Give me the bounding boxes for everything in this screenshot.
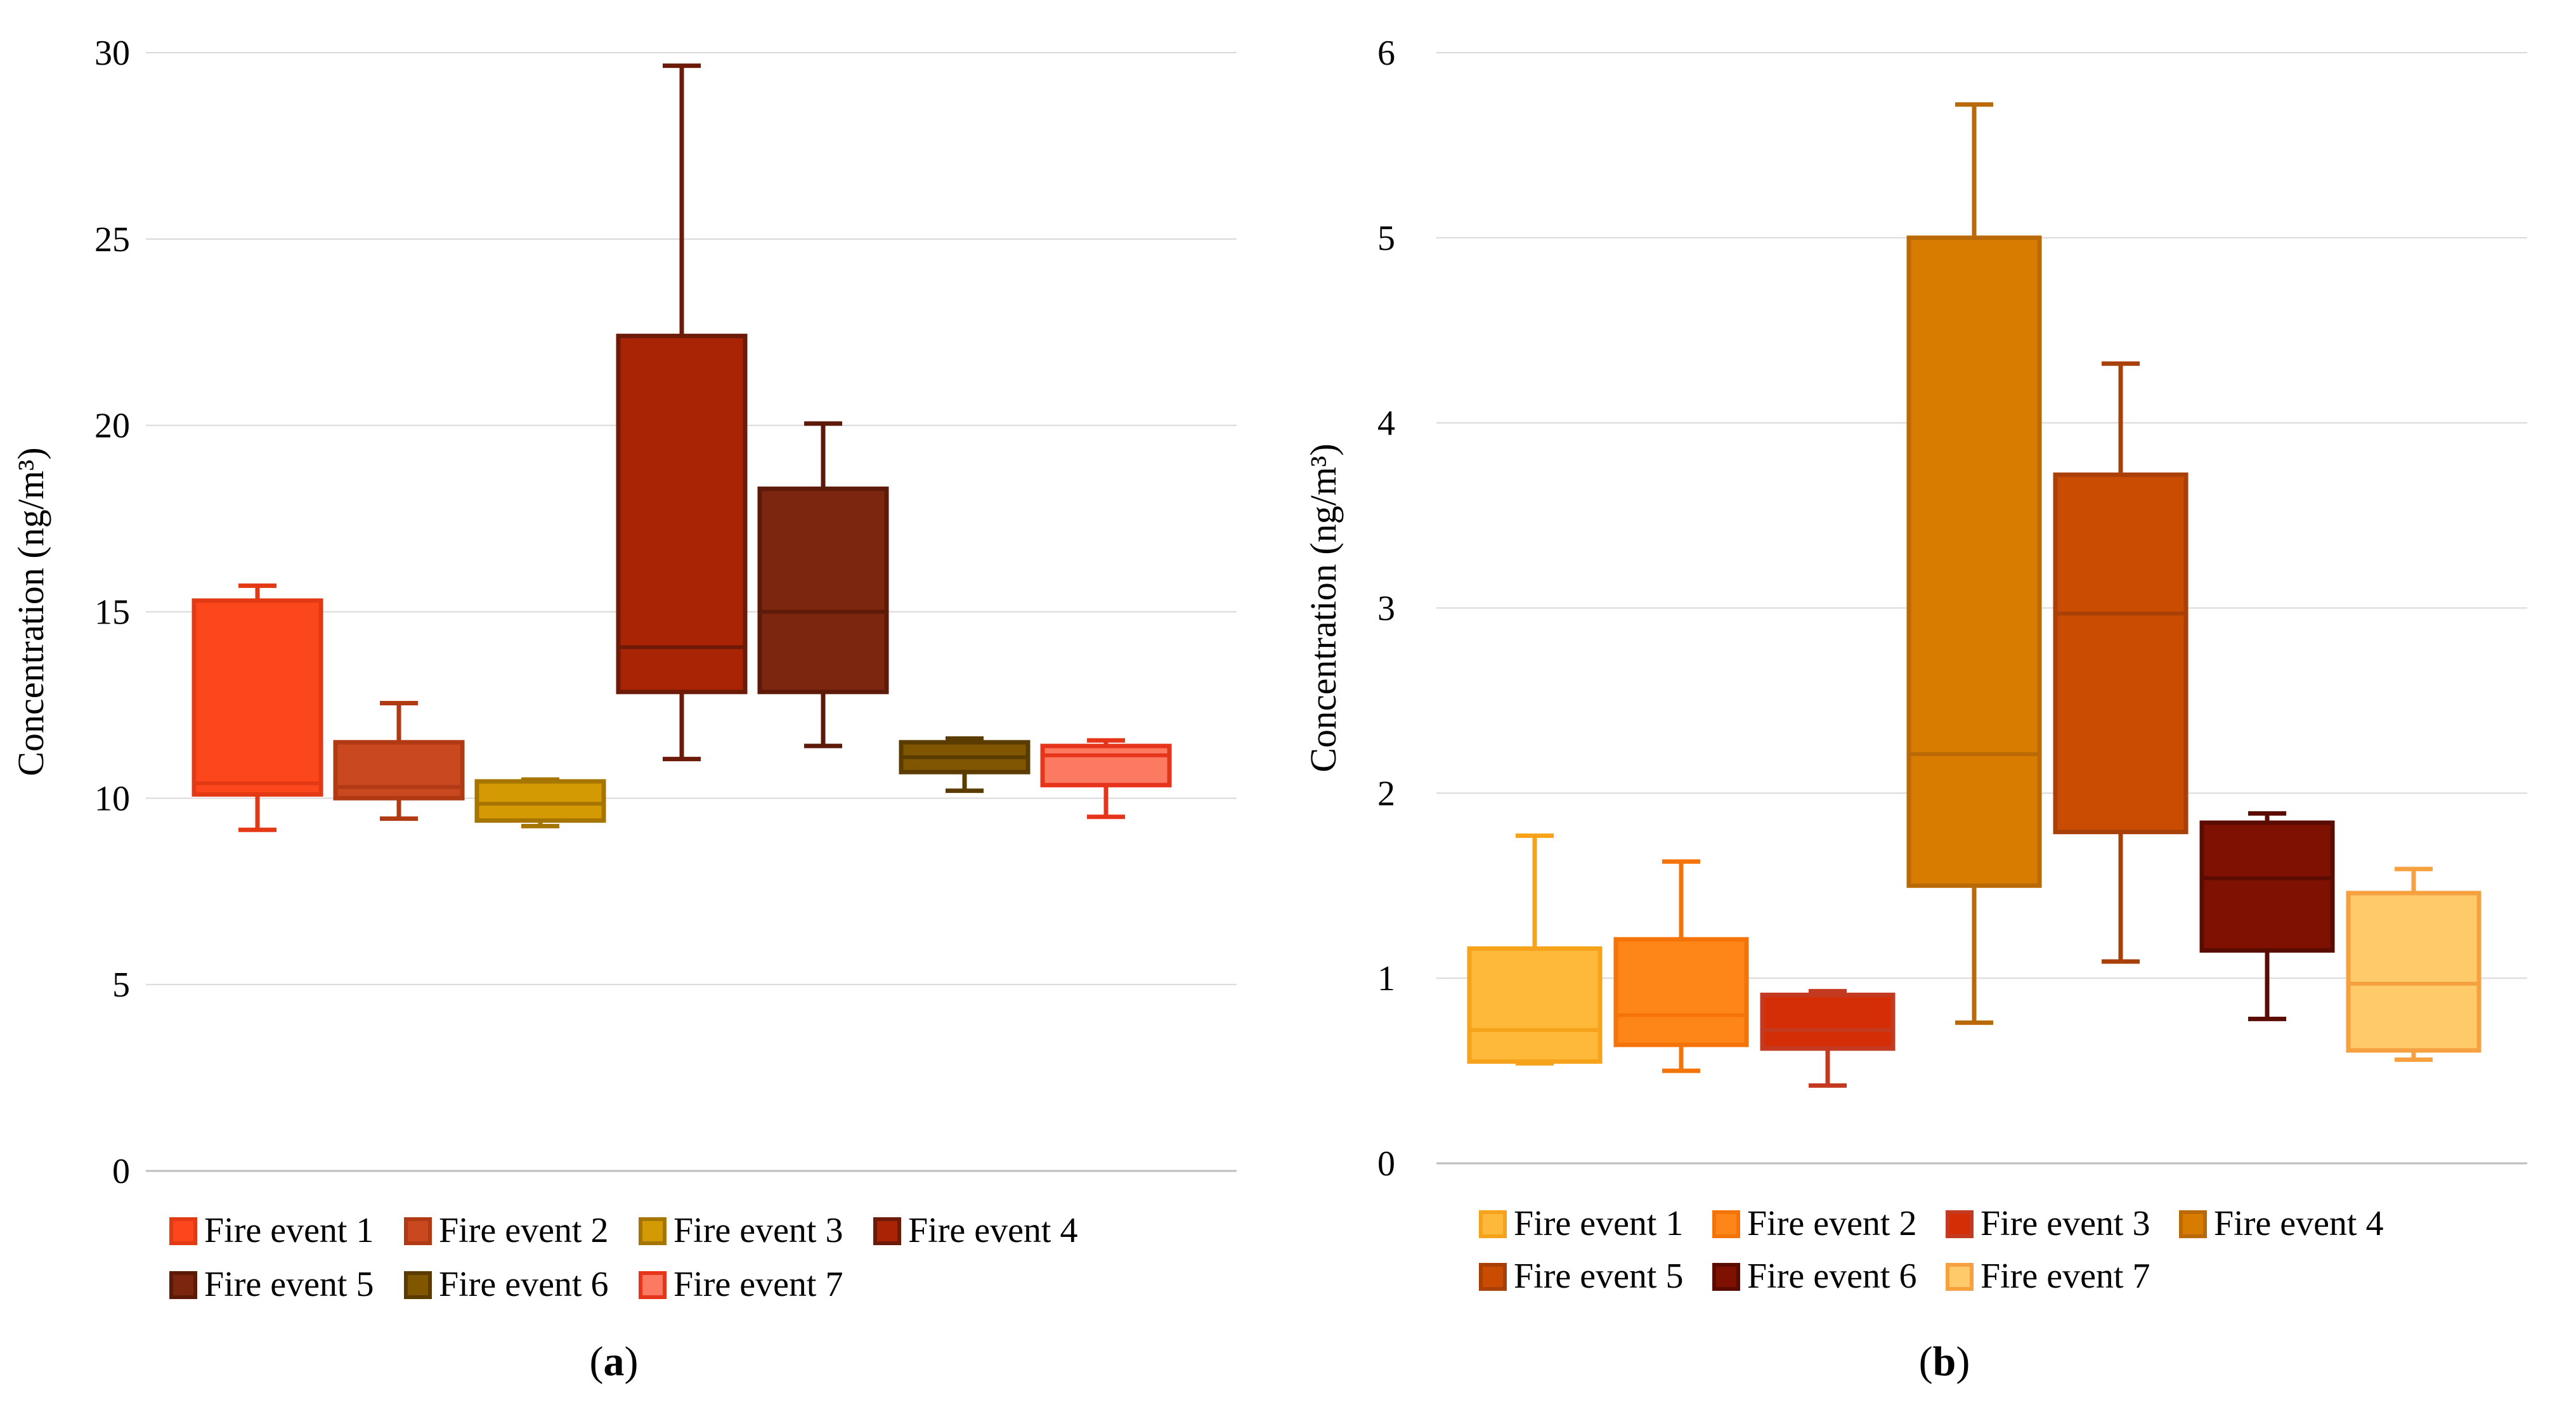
iqr-box <box>192 598 323 797</box>
chart-panel-b: 0 1 2 3 4 5 6 Concentration (ng/m³) Fire event 1… <box>1303 34 2527 1385</box>
iqr-box <box>2346 891 2482 1053</box>
legend-label: Fire event 3 <box>1981 1204 2150 1243</box>
box-1 <box>192 583 323 832</box>
y-tick-label: 15 <box>94 593 130 632</box>
legend-swatch <box>1479 1263 1507 1291</box>
y-tick-label: 30 <box>94 34 130 73</box>
panel-label: (a) <box>590 1338 639 1385</box>
legend-label: Fire event 2 <box>1747 1204 1916 1243</box>
y-tick-label: 5 <box>1377 219 1395 258</box>
legend-label: Fire event 3 <box>673 1211 843 1250</box>
panel-label: (b) <box>1919 1338 1970 1385</box>
y-axis-label: Concentration (ng/m³) <box>1303 443 1344 772</box>
y-axis-label: Concentration (ng/m³) <box>10 447 51 776</box>
box-7 <box>1040 738 1172 820</box>
box-3 <box>1760 989 1896 1088</box>
legend-swatch <box>404 1217 432 1245</box>
legend-swatch <box>639 1217 667 1245</box>
y-tick-label: 25 <box>94 220 130 259</box>
legend-label: Fire event 1 <box>1514 1204 1683 1243</box>
y-tick-label: 10 <box>94 779 130 818</box>
legend-swatch <box>1946 1210 1974 1238</box>
box-6 <box>899 736 1031 794</box>
legend-swatch <box>169 1271 197 1299</box>
chart-panel-a: 0 5 10 15 20 25 30 Concentration (ng/m³) Fire ev… <box>10 34 1237 1385</box>
legend-swatch <box>1712 1210 1740 1238</box>
legend-label: Fire event 7 <box>673 1265 843 1304</box>
legend-swatch <box>1479 1210 1507 1238</box>
y-tick-label: 20 <box>94 407 130 446</box>
iqr-box <box>333 740 465 801</box>
legend-swatch <box>1712 1263 1740 1291</box>
legend-label: Fire event 1 <box>204 1211 374 1250</box>
y-tick-label: 3 <box>1377 589 1395 629</box>
box-7 <box>2346 866 2482 1062</box>
box-3 <box>474 777 606 828</box>
y-tick-label: 0 <box>1377 1144 1395 1184</box>
iqr-box <box>1760 992 1896 1051</box>
iqr-box <box>1040 743 1172 788</box>
box-2 <box>333 700 465 821</box>
iqr-box <box>757 487 889 695</box>
legend-swatch <box>1946 1263 1974 1291</box>
box-5 <box>2053 361 2189 964</box>
iqr-box <box>1613 937 1749 1047</box>
legend-swatch <box>639 1271 667 1299</box>
legend-label: Fire event 4 <box>2214 1204 2383 1243</box>
iqr-box <box>1906 235 2042 888</box>
box-6 <box>2199 811 2335 1021</box>
legend-swatch <box>169 1217 197 1245</box>
legend-swatch <box>404 1271 432 1299</box>
legend-label: Fire event 6 <box>1747 1257 1916 1296</box>
y-tick-label: 1 <box>1377 959 1395 998</box>
y-tick-label: 5 <box>112 965 130 1005</box>
legend-label: Fire event 4 <box>908 1211 1077 1250</box>
legend-label: Fire event 6 <box>439 1265 608 1304</box>
box-4 <box>1906 102 2042 1025</box>
y-tick-label: 0 <box>112 1152 130 1191</box>
y-tick-label: 2 <box>1377 774 1395 813</box>
iqr-box <box>616 334 748 695</box>
box-5 <box>757 421 889 748</box>
iqr-box <box>1467 946 1603 1064</box>
iqr-box <box>2053 472 2189 835</box>
legend-label: Fire event 2 <box>439 1211 608 1250</box>
legend-swatch <box>873 1217 901 1245</box>
legend-label: Fire event 7 <box>1981 1257 2150 1296</box>
box-2 <box>1613 859 1749 1073</box>
box-1 <box>1467 833 1603 1066</box>
legend-swatch <box>2179 1210 2207 1238</box>
legend-label: Fire event 5 <box>204 1265 374 1304</box>
iqr-box <box>2199 820 2335 953</box>
y-tick-label: 6 <box>1377 34 1395 73</box>
iqr-box <box>474 779 606 823</box>
box-4 <box>616 63 748 762</box>
y-tick-label: 4 <box>1377 404 1395 443</box>
legend-label: Fire event 5 <box>1514 1257 1683 1296</box>
